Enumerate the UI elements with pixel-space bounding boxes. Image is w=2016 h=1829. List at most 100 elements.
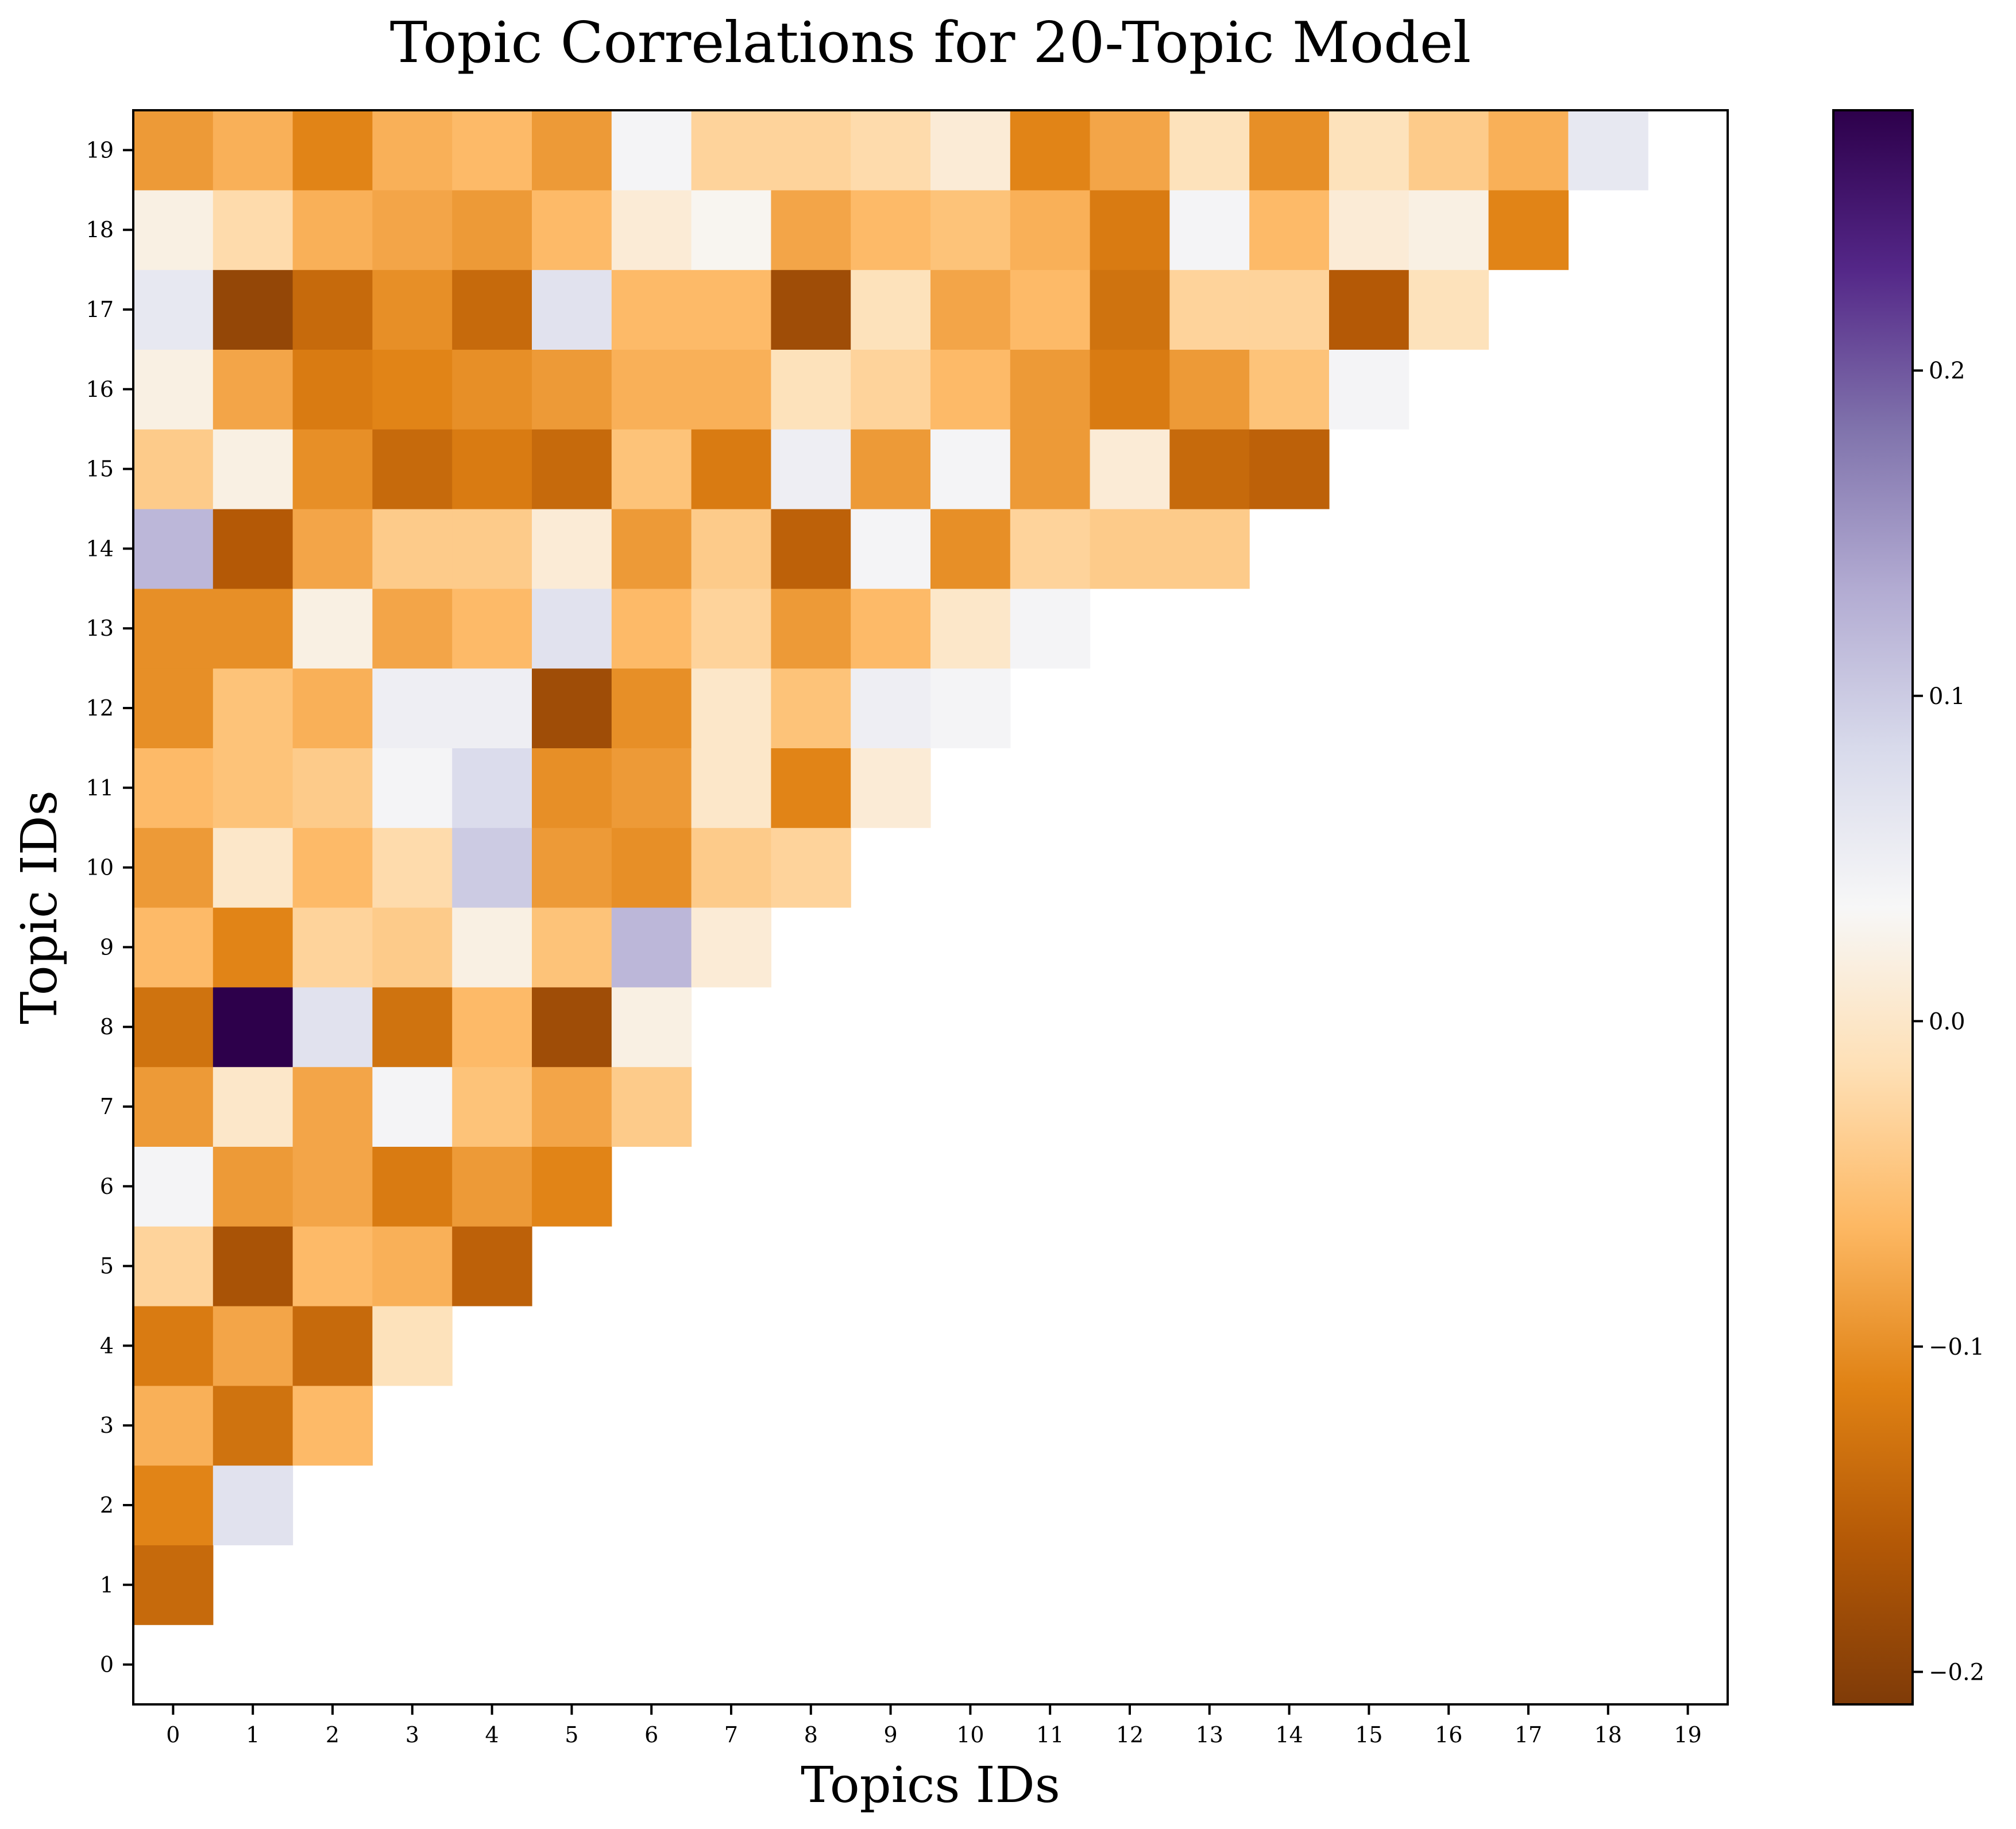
heatmap-cell-15-11 xyxy=(1010,429,1091,509)
heatmap-cell-16-5 xyxy=(532,349,612,430)
heatmap-cell-13-5 xyxy=(532,588,612,669)
heatmap-cell-19-16 xyxy=(1408,110,1489,191)
heatmap-cell-18-16 xyxy=(1408,190,1489,270)
heatmap-cell-19-7 xyxy=(691,110,771,191)
heatmap-cell-16-10 xyxy=(930,349,1011,430)
heatmap-cell-17-10 xyxy=(930,269,1011,350)
x-tick-label-18: 18 xyxy=(1594,1722,1622,1747)
heatmap-cell-15-7 xyxy=(691,429,771,509)
heatmap-cell-18-7 xyxy=(691,190,771,270)
heatmap-cell-14-7 xyxy=(691,509,771,589)
x-tick-label-13: 13 xyxy=(1196,1722,1223,1747)
heatmap-cell-19-1 xyxy=(213,110,293,191)
y-tick-label-6: 6 xyxy=(100,1174,114,1199)
heatmap-cell-17-0 xyxy=(133,269,214,350)
x-tick-label-5: 5 xyxy=(565,1722,578,1747)
x-axis-label: Topics IDs xyxy=(801,1757,1060,1814)
heatmap-cell-13-0 xyxy=(133,588,214,669)
heatmap-cell-17-6 xyxy=(611,269,692,350)
heatmap-cell-17-7 xyxy=(691,269,771,350)
heatmap-cell-9-5 xyxy=(532,907,612,988)
heatmap-cell-5-1 xyxy=(213,1226,293,1306)
y-tick-label-16: 16 xyxy=(86,377,114,402)
y-tick-label-0: 0 xyxy=(100,1652,114,1677)
heatmap-cell-7-6 xyxy=(611,1066,692,1147)
colorbar-tick-label-1: −0.1 xyxy=(1929,1334,1984,1360)
heatmap-cell-7-4 xyxy=(452,1066,532,1147)
heatmap-cell-10-4 xyxy=(452,828,532,908)
chart-title: Topic Correlations for 20-Topic Model xyxy=(390,10,1471,76)
heatmap-cell-14-4 xyxy=(452,509,532,589)
heatmap-cell-14-2 xyxy=(292,509,373,589)
heatmap-cell-9-3 xyxy=(372,907,453,988)
heatmap-cell-15-9 xyxy=(851,429,931,509)
colorbar-ticks: −0.2 −0.1 0.0 0.1 0.2 xyxy=(1913,358,1984,1685)
heatmap-cell-6-5 xyxy=(532,1146,612,1227)
heatmap-cell-12-5 xyxy=(532,668,612,748)
heatmap-cell-16-14 xyxy=(1249,349,1330,430)
heatmap-cell-10-5 xyxy=(532,828,612,908)
y-tick-label-3: 3 xyxy=(100,1413,114,1438)
plot-frame xyxy=(132,109,1729,1706)
heatmap-cell-15-13 xyxy=(1169,429,1250,509)
heatmap-cell-13-9 xyxy=(851,588,931,669)
heatmap-cell-17-8 xyxy=(771,269,851,350)
x-tick-label-7: 7 xyxy=(724,1722,738,1747)
heatmap-cell-18-14 xyxy=(1249,190,1330,270)
x-tick-label-9: 9 xyxy=(884,1722,898,1747)
heatmap-cell-16-6 xyxy=(611,349,692,430)
heatmap-cell-16-7 xyxy=(691,349,771,430)
heatmap-cell-19-15 xyxy=(1329,110,1409,191)
heatmap-cell-19-9 xyxy=(851,110,931,191)
heatmap-cell-8-0 xyxy=(133,987,214,1068)
heatmap-cell-16-15 xyxy=(1329,349,1409,430)
heatmap-cell-10-2 xyxy=(292,828,373,908)
heatmap-cell-17-4 xyxy=(452,269,532,350)
x-tick-label-0: 0 xyxy=(166,1722,180,1747)
x-tick-label-16: 16 xyxy=(1435,1722,1462,1747)
heatmap-cell-18-10 xyxy=(930,190,1011,270)
heatmap-cell-18-6 xyxy=(611,190,692,270)
heatmap-cell-16-0 xyxy=(133,349,214,430)
heatmap-cell-14-1 xyxy=(213,509,293,589)
heatmap-cell-18-2 xyxy=(292,190,373,270)
heatmap-cell-14-11 xyxy=(1010,509,1091,589)
heatmap-cell-12-3 xyxy=(372,668,453,748)
heatmap-cell-12-2 xyxy=(292,668,373,748)
x-tick-label-6: 6 xyxy=(644,1722,658,1747)
heatmap-cell-15-1 xyxy=(213,429,293,509)
heatmap-cell-5-0 xyxy=(133,1226,214,1306)
x-tick-label-15: 15 xyxy=(1355,1722,1382,1747)
colorbar-tick-label-2: 0.0 xyxy=(1929,1008,1965,1035)
heatmap-cell-17-2 xyxy=(292,269,373,350)
heatmap-cell-18-11 xyxy=(1010,190,1091,270)
heatmap-cell-19-10 xyxy=(930,110,1011,191)
x-tick-label-11: 11 xyxy=(1036,1722,1064,1747)
heatmap-cell-16-3 xyxy=(372,349,453,430)
heatmap-cell-10-7 xyxy=(691,828,771,908)
y-tick-label-5: 5 xyxy=(100,1254,114,1279)
x-tick-label-4: 4 xyxy=(485,1722,499,1747)
heatmap-cell-16-4 xyxy=(452,349,532,430)
heatmap-cell-16-8 xyxy=(771,349,851,430)
colorbar xyxy=(1832,109,1914,1706)
y-tick-label-13: 13 xyxy=(86,616,114,641)
heatmap-cell-10-6 xyxy=(611,828,692,908)
heatmap-cell-3-0 xyxy=(133,1385,214,1466)
y-tick-label-11: 11 xyxy=(86,775,114,801)
heatmap-cell-18-17 xyxy=(1488,190,1569,270)
heatmap-cell-16-11 xyxy=(1010,349,1091,430)
heatmap-cell-11-0 xyxy=(133,748,214,828)
heatmap-cell-4-2 xyxy=(292,1306,373,1386)
heatmap-cell-13-11 xyxy=(1010,588,1091,669)
heatmap-cell-7-1 xyxy=(213,1066,293,1147)
y-tick-label-15: 15 xyxy=(86,457,114,482)
heatmap-cell-11-7 xyxy=(691,748,771,828)
heatmap-cell-16-9 xyxy=(851,349,931,430)
x-tick-label-3: 3 xyxy=(405,1722,419,1747)
heatmap-cell-17-15 xyxy=(1329,269,1409,350)
heatmap-cell-14-9 xyxy=(851,509,931,589)
heatmap-cell-11-4 xyxy=(452,748,532,828)
